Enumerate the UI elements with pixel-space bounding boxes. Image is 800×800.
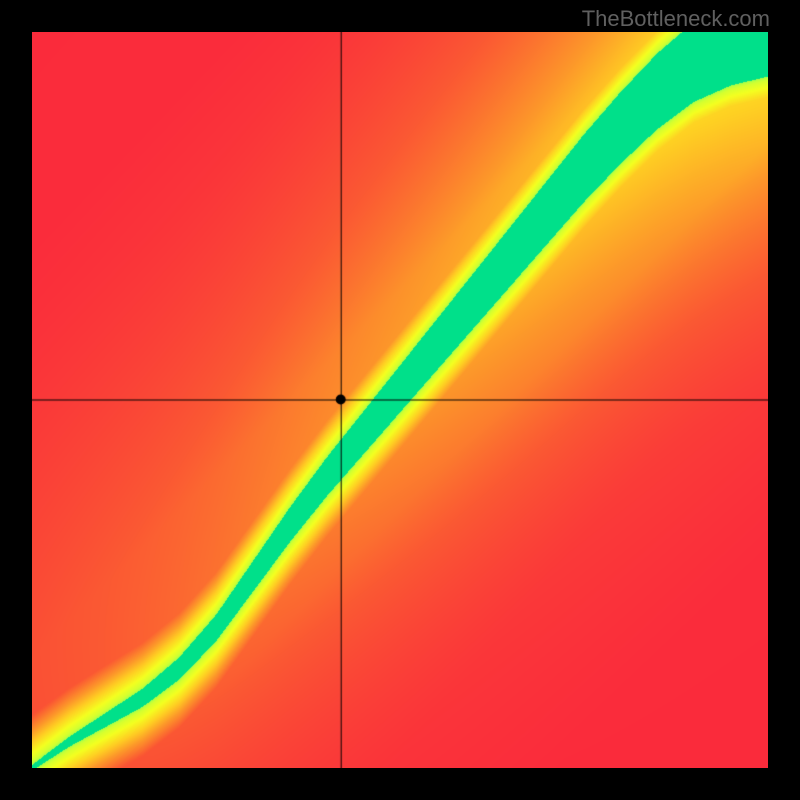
bottleneck-heatmap	[32, 32, 768, 768]
watermark-text: TheBottleneck.com	[582, 6, 770, 32]
